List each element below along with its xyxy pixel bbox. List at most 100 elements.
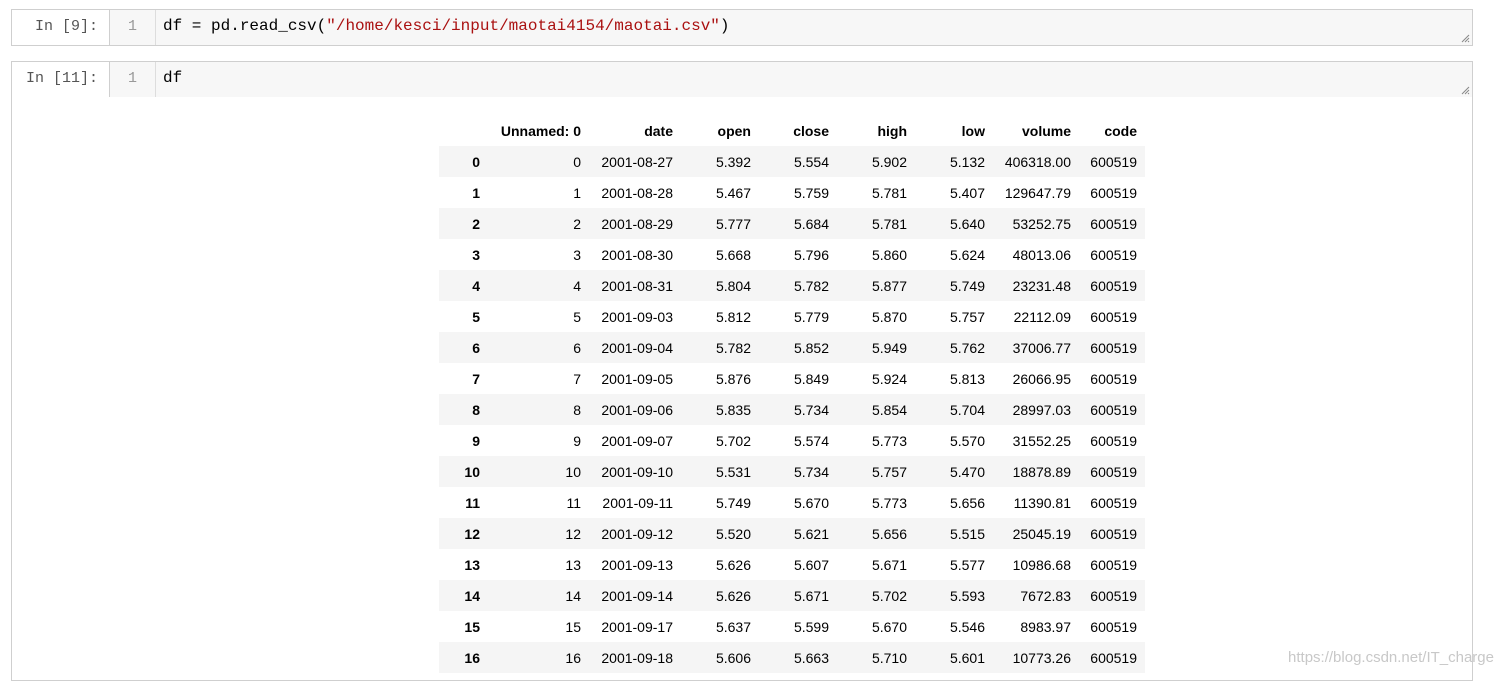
table-cell: 5.656 (949, 494, 985, 511)
table-cell: 5.782 (793, 277, 829, 294)
table-cell: 600519 (1090, 494, 1137, 511)
column-header: high (877, 122, 907, 139)
table-cell: 5.796 (793, 246, 829, 263)
table-cell: 2001-09-06 (601, 401, 673, 418)
table-cell: 5.531 (715, 463, 751, 480)
resize-grip[interactable] (1460, 33, 1470, 43)
table-row: 16 16 2001-09-18 5.606 5.663 5.710 5.601 10773.… (439, 642, 1145, 673)
index-header (439, 115, 490, 146)
table-cell: 3 (573, 246, 581, 263)
table-cell: 2001-09-17 (601, 618, 673, 635)
table-cell: 600519 (1090, 401, 1137, 418)
table-cell: 600519 (1090, 432, 1137, 449)
table-cell: 600519 (1090, 277, 1137, 294)
table-cell: 7 (573, 370, 581, 387)
table-cell: 5.570 (949, 432, 985, 449)
table-cell: 5.546 (949, 618, 985, 635)
cell-prompt: In [9]: (34, 18, 98, 35)
table-row: 7 7 2001-09-05 5.876 5.849 5.924 5.813 26066.95… (439, 363, 1145, 394)
table-cell: 2001-08-27 (601, 153, 673, 170)
table-cell: 28997.03 (1012, 401, 1071, 418)
table-cell: 2001-09-12 (601, 525, 673, 542)
table-cell: 129647.79 (1004, 184, 1071, 201)
table-cell: 5.637 (715, 618, 751, 635)
row-index: 2 (472, 215, 480, 232)
row-index: 15 (464, 618, 480, 635)
code-string: "/home/kesci/input/maotai4154/maotai.csv… (326, 17, 720, 35)
code-token: df (163, 69, 183, 87)
table-cell: 2001-09-13 (601, 556, 673, 573)
table-cell: 5.877 (871, 277, 907, 294)
row-index: 11 (465, 494, 480, 511)
table-cell: 5.773 (871, 432, 907, 449)
table-cell: 600519 (1090, 308, 1137, 325)
table-cell: 406318.00 (1004, 153, 1071, 170)
column-header: volume (1021, 122, 1071, 139)
table-cell: 5.734 (793, 401, 829, 418)
table-cell: 6 (573, 339, 581, 356)
table-row: 6 6 2001-09-04 5.782 5.852 5.949 5.762 37006.77… (439, 332, 1145, 363)
table-cell: 600519 (1090, 463, 1137, 480)
resize-grip[interactable] (1460, 85, 1470, 95)
table-cell: 2001-08-29 (601, 215, 673, 232)
table-cell: 5.626 (715, 587, 751, 604)
table-cell: 8 (573, 401, 581, 418)
column-header: code (1104, 122, 1137, 139)
table-cell: 600519 (1090, 556, 1137, 573)
table-cell: 5.574 (793, 432, 829, 449)
table-row: 4 4 2001-08-31 5.804 5.782 5.877 5.749 23231.48… (439, 270, 1145, 301)
code-input[interactable]: 1 df = pd.read_csv("/home/kesci/input/ma… (109, 10, 1472, 45)
table-cell: 5.640 (949, 215, 985, 232)
table-body: 0 0 2001-08-27 5.392 5.554 5.902 5.132 406318.0… (439, 146, 1145, 673)
table-cell: 5.870 (871, 308, 907, 325)
table-cell: 37006.77 (1012, 339, 1071, 356)
table-cell: 5.593 (949, 587, 985, 604)
table-cell: 5.849 (793, 370, 829, 387)
row-index: 12 (464, 525, 480, 542)
table-cell: 5.621 (793, 525, 829, 542)
table-cell: 5.710 (871, 649, 907, 666)
table-cell: 5.949 (871, 339, 907, 356)
table-cell: 8983.97 (1020, 618, 1071, 635)
table-cell: 9 (573, 432, 581, 449)
table-cell: 5.835 (715, 401, 751, 418)
table-row: 8 8 2001-09-06 5.835 5.734 5.854 5.704 28997.03… (439, 394, 1145, 425)
table-cell: 2001-09-11 (602, 494, 673, 511)
table-cell: 600519 (1090, 339, 1137, 356)
column-header: Unnamed: 0 (500, 122, 581, 139)
table-cell: 12 (565, 525, 581, 542)
table-cell: 2001-08-31 (601, 277, 673, 294)
watermark: https://blog.csdn.net/IT_charge (1288, 649, 1494, 666)
table-cell: 22112.09 (1013, 308, 1071, 325)
code-token: df = pd.read_csv( (163, 17, 327, 35)
row-index: 4 (472, 277, 480, 294)
table-cell: 5.668 (715, 246, 751, 263)
table-cell: 5 (573, 308, 581, 325)
code-input[interactable]: 1 df (109, 62, 1472, 97)
table-cell: 600519 (1090, 587, 1137, 604)
table-cell: 2001-08-28 (601, 184, 673, 201)
table-cell: 5.782 (715, 339, 751, 356)
table-cell: 5.702 (715, 432, 751, 449)
table-cell: 2001-09-10 (601, 463, 673, 480)
table-cell: 10 (565, 463, 581, 480)
table-row: 11 11 2001-09-11 5.749 5.670 5.773 5.656 11390.… (439, 487, 1145, 518)
code-line: df = pd.read_csv("/home/kesci/input/maot… (163, 10, 730, 43)
table-cell: 5.734 (793, 463, 829, 480)
table-cell: 5.773 (871, 494, 907, 511)
table-cell: 5.812 (715, 308, 751, 325)
table-cell: 11 (566, 494, 581, 511)
table-cell: 2001-09-18 (601, 649, 673, 666)
table-cell: 5.781 (871, 215, 907, 232)
table-cell: 5.813 (949, 370, 985, 387)
table-cell: 10773.26 (1012, 649, 1071, 666)
table-cell: 5.624 (949, 246, 985, 263)
table-cell: 5.757 (871, 463, 907, 480)
row-index: 16 (464, 649, 480, 666)
table-cell: 2001-09-04 (601, 339, 673, 356)
table-cell: 5.554 (793, 153, 829, 170)
table-cell: 600519 (1090, 184, 1137, 201)
table-cell: 5.663 (793, 649, 829, 666)
table-cell: 600519 (1090, 370, 1137, 387)
